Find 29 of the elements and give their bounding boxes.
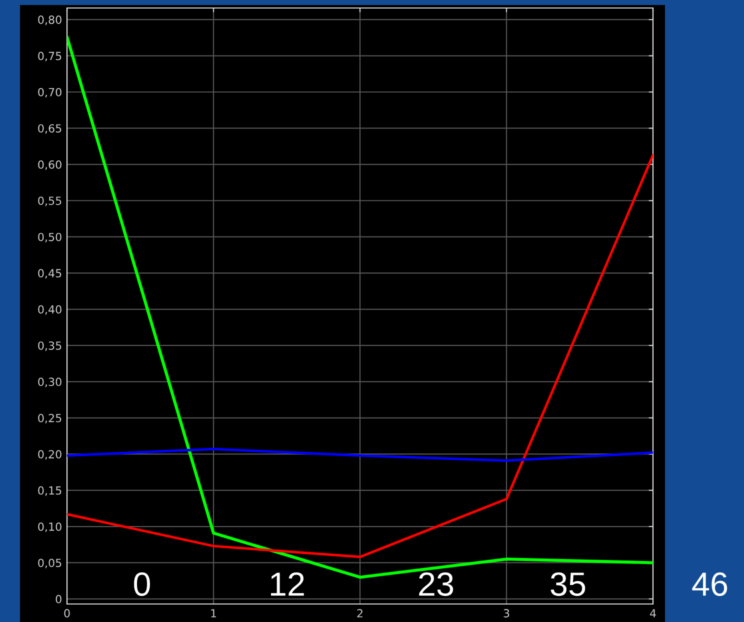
y-tick-label: 0,60: [38, 160, 62, 170]
y-tick-label: 0,55: [38, 196, 62, 206]
y-tick-label: 0,50: [38, 232, 62, 242]
y-tick-label: 0,20: [38, 450, 62, 460]
annotation: 0: [134, 572, 150, 596]
y-tick-label: 0,35: [38, 341, 62, 351]
annotation: 35: [550, 572, 586, 596]
y-tick-label: 0,25: [38, 414, 62, 424]
x-tick-label: 1: [211, 609, 216, 618]
y-tick-label: 0,75: [38, 52, 62, 62]
annotation: 23: [419, 572, 454, 596]
y-tick-label: 0,45: [38, 269, 62, 279]
y-tick-label: 0,65: [38, 124, 62, 134]
x-tick-label: 2: [357, 609, 362, 618]
x-tick-label: 0: [64, 609, 70, 618]
line-series: [67, 448, 653, 462]
y-tick-label: 0,05: [38, 558, 62, 568]
text: 46: [692, 572, 728, 596]
y-tick-label: 0,15: [38, 486, 62, 496]
y-tick-label: 0,10: [38, 522, 62, 532]
y-tick-label: 0,40: [38, 305, 62, 315]
y-tick-label: 0,80: [38, 16, 62, 26]
y-tick-label: 0,70: [38, 88, 62, 98]
y-tick-label: 0,30: [38, 378, 62, 388]
x-tick-label: 3: [504, 609, 510, 618]
x-tick-label: 4: [650, 609, 656, 618]
line-series: [67, 154, 653, 558]
annotation: 12: [271, 572, 304, 596]
y-tick-label: 0: [56, 594, 62, 604]
